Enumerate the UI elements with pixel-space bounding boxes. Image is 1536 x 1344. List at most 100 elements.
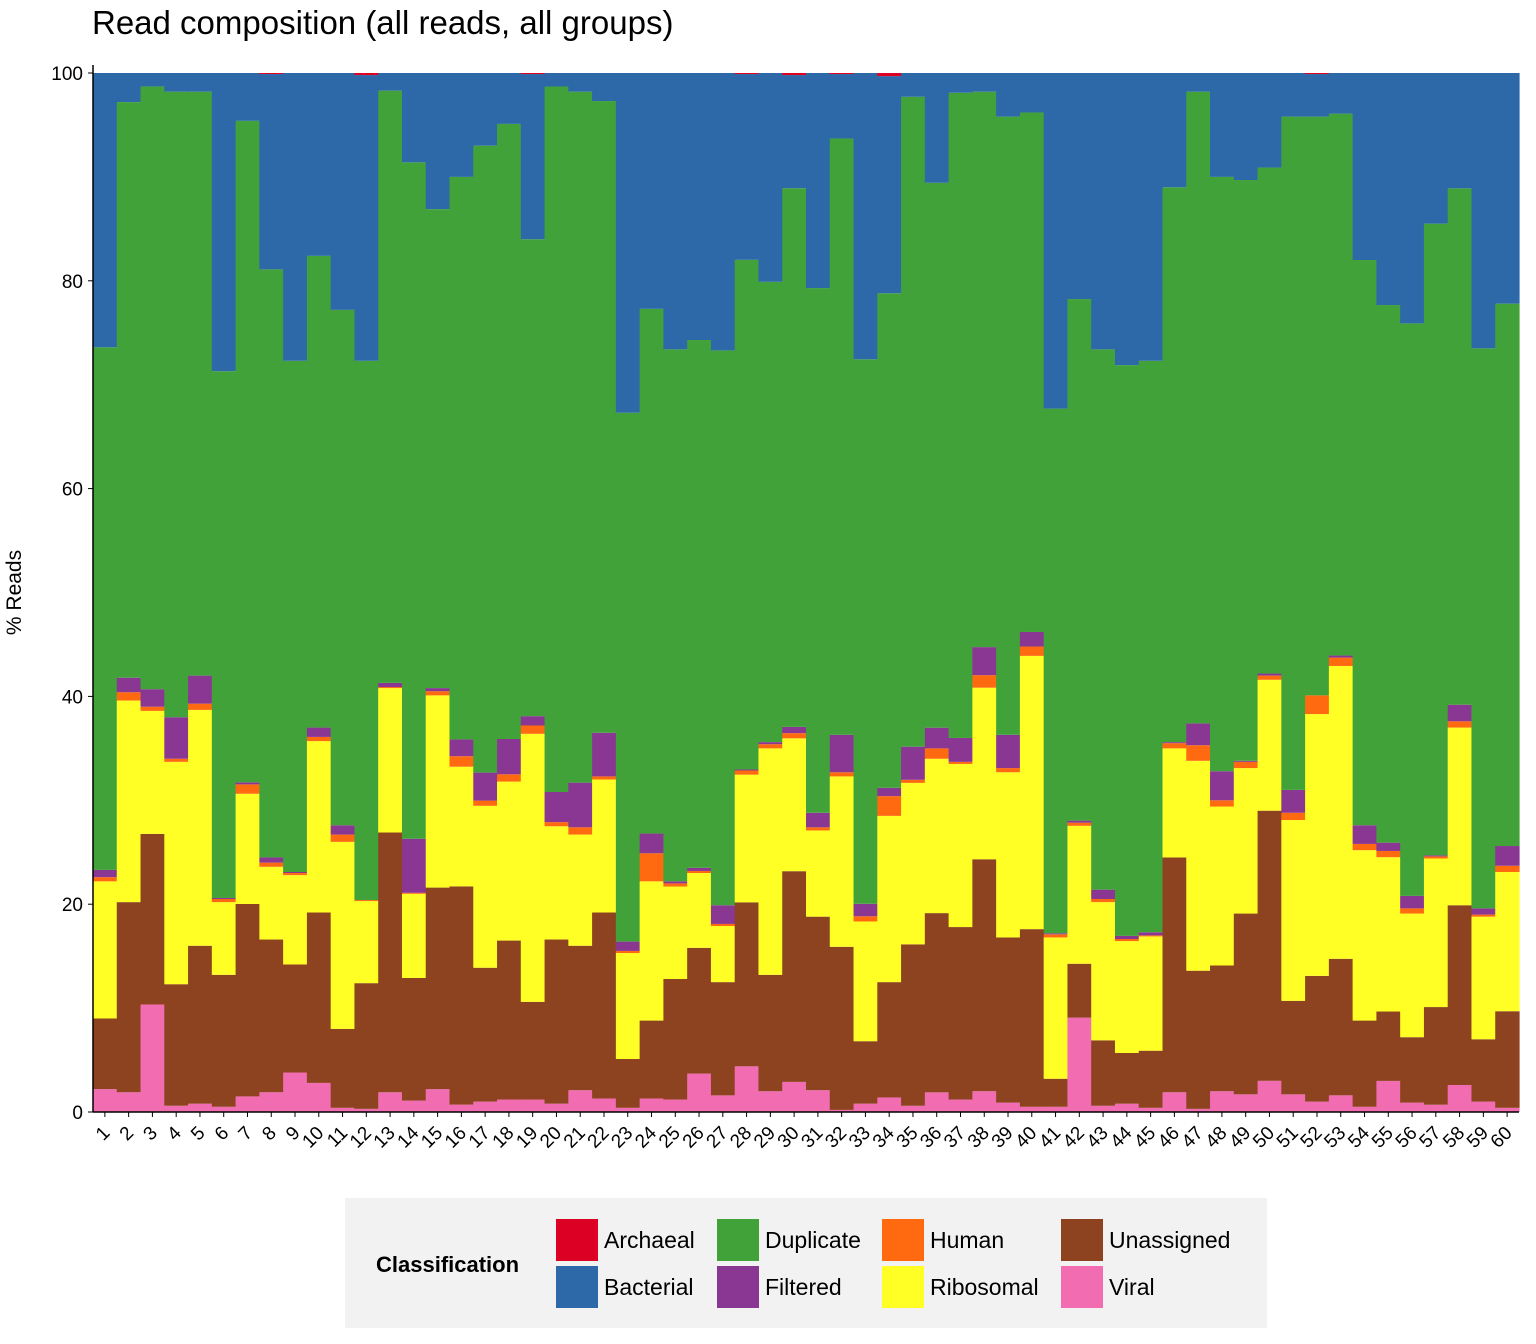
bar-segment-bacterial-30 <box>782 75 807 189</box>
bar-segment-viral-3 <box>140 1004 165 1112</box>
bar-segment-filtered-40 <box>1019 631 1045 647</box>
bar-segment-ribosomal-12 <box>354 901 379 984</box>
bar-segment-human-47 <box>1186 745 1211 761</box>
bar-segment-viral-34 <box>877 1097 902 1112</box>
bar-segment-ribosomal-35 <box>901 782 926 945</box>
bar-segment-archaeal-34 <box>877 73 902 77</box>
bars-layer <box>93 73 1520 1112</box>
bar-segment-duplicate-18 <box>497 123 522 739</box>
bar-segment-duplicate-24 <box>639 308 664 834</box>
bar-segment-bacterial-50 <box>1257 73 1282 168</box>
bar-segment-ribosomal-42 <box>1067 825 1092 964</box>
y-tick-label: 60 <box>62 480 83 501</box>
bar-segment-human-60 <box>1495 865 1520 872</box>
bar-segment-human-52 <box>1305 695 1330 715</box>
bar-segment-duplicate-58 <box>1447 188 1473 705</box>
bar-segment-unassigned-9 <box>283 964 308 1073</box>
bar-segment-filtered-18 <box>497 739 522 775</box>
bar-segment-duplicate-48 <box>1210 176 1235 772</box>
bar-segment-filtered-41 <box>1043 933 1069 935</box>
bar-segment-human-35 <box>901 779 926 783</box>
bar-segment-duplicate-59 <box>1471 348 1496 909</box>
bar-segment-ribosomal-31 <box>806 830 831 917</box>
bar-segment-viral-60 <box>1495 1107 1520 1112</box>
chart-title: Read composition (all reads, all groups) <box>92 4 674 41</box>
x-tick-label: 60 <box>1487 1123 1517 1153</box>
bar-segment-unassigned-20 <box>544 939 569 1104</box>
bar-segment-ribosomal-48 <box>1210 806 1235 966</box>
bar-segment-unassigned-48 <box>1210 965 1235 1092</box>
bar-segment-unassigned-22 <box>592 912 617 1099</box>
bar-segment-bacterial-5 <box>188 73 213 92</box>
bar-segment-ribosomal-7 <box>235 793 260 904</box>
bar-segment-viral-47 <box>1186 1108 1211 1112</box>
bar-segment-unassigned-19 <box>520 1001 546 1100</box>
bar-segment-filtered-13 <box>378 682 403 688</box>
legend-swatch-filtered <box>717 1266 759 1308</box>
bar-segment-bacterial-23 <box>615 73 641 413</box>
bar-segment-bacterial-45 <box>1138 73 1164 361</box>
bar-segment-viral-38 <box>972 1091 997 1112</box>
bar-segment-filtered-26 <box>687 867 712 871</box>
bar-segment-duplicate-49 <box>1233 180 1259 761</box>
bar-segment-bacterial-33 <box>853 73 878 360</box>
bar-segment-unassigned-40 <box>1019 929 1045 1107</box>
bar-segment-viral-5 <box>188 1103 213 1112</box>
bar-segment-filtered-60 <box>1495 846 1520 866</box>
bar-segment-human-48 <box>1210 800 1235 807</box>
bar-segment-viral-57 <box>1423 1104 1449 1112</box>
bar-segment-bacterial-42 <box>1067 73 1092 300</box>
bar-segment-bacterial-47 <box>1186 73 1211 92</box>
bar-segment-duplicate-30 <box>782 188 807 727</box>
bar-segment-bacterial-6 <box>211 73 237 372</box>
bar-segment-filtered-24 <box>639 833 664 854</box>
legend: Classification Archaeal Bacterial Duplicat… <box>345 1198 1267 1328</box>
bar-segment-duplicate-36 <box>924 182 950 728</box>
bar-segment-ribosomal-59 <box>1471 916 1496 1040</box>
bar-segment-viral-50 <box>1257 1080 1282 1112</box>
bar-segment-human-39 <box>996 768 1021 773</box>
bar-segment-bacterial-41 <box>1043 73 1069 409</box>
bar-segment-duplicate-41 <box>1043 408 1069 934</box>
bar-segment-human-14 <box>401 892 427 894</box>
bar-segment-unassigned-46 <box>1162 857 1187 1093</box>
bar-segment-filtered-7 <box>235 782 260 785</box>
legend-label-ribosomal: Ribosomal <box>930 1273 1039 1300</box>
bar-segment-duplicate-38 <box>972 91 997 648</box>
bar-segment-unassigned-16 <box>449 886 474 1105</box>
bar-segment-unassigned-23 <box>615 1059 641 1108</box>
bar-segment-filtered-27 <box>710 905 736 924</box>
legend-label-filtered: Filtered <box>765 1273 842 1300</box>
bar-segment-duplicate-50 <box>1257 167 1282 674</box>
bar-segment-unassigned-24 <box>639 1020 664 1099</box>
bar-segment-human-49 <box>1233 761 1259 769</box>
bar-segment-bacterial-15 <box>425 73 451 210</box>
bar-segment-duplicate-40 <box>1019 112 1045 632</box>
bar-segment-filtered-21 <box>568 782 593 828</box>
bar-segment-unassigned-4 <box>164 984 189 1106</box>
bar-segment-filtered-36 <box>924 727 950 749</box>
bar-segment-duplicate-16 <box>449 176 474 740</box>
bar-segment-viral-7 <box>235 1096 260 1112</box>
bar-segment-duplicate-37 <box>948 92 973 738</box>
bar-segment-ribosomal-44 <box>1114 941 1140 1053</box>
bar-segment-ribosomal-28 <box>734 774 760 903</box>
bar-segment-bacterial-48 <box>1210 73 1235 177</box>
bar-segment-ribosomal-23 <box>615 953 641 1060</box>
bar-segment-ribosomal-36 <box>924 758 950 914</box>
bar-segment-human-17 <box>473 800 498 806</box>
bar-segment-human-38 <box>972 675 997 688</box>
bar-segment-viral-33 <box>853 1103 878 1112</box>
bar-segment-viral-21 <box>568 1090 593 1112</box>
bar-segment-archaeal-30 <box>782 73 807 76</box>
legend-item-bacterial: Bacterial <box>556 1266 693 1308</box>
bar-segment-viral-4 <box>164 1105 189 1112</box>
bar-segment-ribosomal-10 <box>306 741 332 913</box>
bar-segment-ribosomal-14 <box>401 893 427 978</box>
bar-segment-duplicate-34 <box>877 293 902 788</box>
bar-segment-human-11 <box>330 834 356 842</box>
bar-segment-ribosomal-43 <box>1091 902 1116 1041</box>
legend-label-unassigned: Unassigned <box>1109 1226 1231 1253</box>
bar-segment-bacterial-28 <box>734 74 760 260</box>
bar-segment-viral-15 <box>425 1089 451 1112</box>
